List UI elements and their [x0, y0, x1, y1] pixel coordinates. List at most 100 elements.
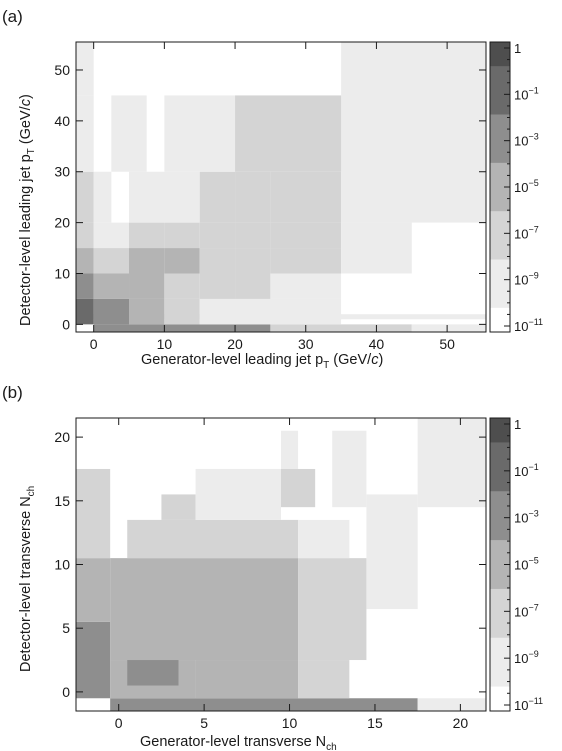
- heatmap-cell: [76, 468, 111, 559]
- heatmap-cell: [195, 660, 299, 699]
- heatmap-cell: [164, 222, 200, 249]
- heatmap-cell: [129, 171, 200, 223]
- heatmap-cell: [93, 273, 130, 299]
- panel-b-label: (b): [2, 383, 23, 402]
- colorbar-segment: [490, 418, 510, 443]
- x-tick-label: 0: [90, 336, 98, 352]
- colorbar-label: 10−9: [514, 649, 539, 666]
- colorbar-segment: [490, 307, 510, 333]
- colorbar-segment: [490, 613, 510, 639]
- panel-b-heatmap: [76, 418, 486, 711]
- heatmap-cell: [127, 609, 281, 635]
- heatmap-cell: [235, 171, 271, 223]
- panel-a-heatmap: [76, 42, 486, 332]
- colorbar-label: 10−3: [514, 509, 539, 526]
- x-tick-label: 30: [298, 336, 314, 352]
- heatmap-cell: [199, 171, 236, 223]
- panel-a: (a) 0 10 20 30 40 50 0 10 20 30 40 50 Generator-le…: [2, 7, 543, 371]
- panel-a-x-axis: 0 10 20 30 40 50: [90, 42, 455, 352]
- heatmap-cell: [76, 42, 94, 96]
- colorbar-segment: [490, 588, 510, 614]
- heatmap-cell: [341, 42, 486, 223]
- colorbar-segment: [490, 211, 510, 236]
- panel-b-x-axis: 0 5 10 15 20: [115, 418, 469, 731]
- x-tick-label: 5: [200, 715, 208, 731]
- colorbar-segment: [490, 540, 510, 565]
- heatmap-cell: [199, 248, 236, 274]
- x-tick-label: 50: [439, 336, 455, 352]
- colorbar-label: 10−5: [514, 178, 539, 195]
- y-tick-label: 5: [62, 620, 70, 636]
- panel-a-colorbar: 1 10−1 10−3 10−5 10−7 10−9 10−11: [489, 41, 543, 334]
- heatmap-cell: [281, 468, 316, 508]
- heatmap-cell: [270, 324, 412, 332]
- heatmap-cell: [332, 430, 367, 508]
- panel-a-y-axis: 0 10 20 30 40 50: [54, 62, 486, 332]
- colorbar-segment: [490, 90, 510, 115]
- heatmap-cell: [281, 430, 299, 469]
- panel-a-label: (a): [2, 7, 23, 26]
- colorbar-segment: [490, 466, 510, 492]
- heatmap-cell: [76, 95, 94, 172]
- heatmap-cell: [129, 248, 165, 274]
- heatmap-cell: [129, 273, 165, 299]
- colorbar-label: 10−5: [514, 556, 539, 573]
- heatmap-cell: [235, 298, 342, 325]
- heatmap-cell: [93, 298, 130, 325]
- heatmap-cell: [76, 558, 111, 622]
- heatmap-cell: [270, 248, 342, 274]
- y-tick-label: 20: [54, 215, 70, 231]
- colorbar-segment: [490, 515, 510, 541]
- heatmap-cell: [235, 273, 271, 299]
- y-tick-label: 0: [62, 316, 70, 332]
- colorbar-label: 1: [514, 41, 521, 56]
- heatmap-cell: [110, 558, 299, 661]
- panel-a-x-title: Generator-level leading jet pT (GeV/c): [141, 352, 383, 371]
- y-tick-label: 30: [54, 164, 70, 180]
- heatmap-cell: [161, 494, 196, 520]
- colorbar-label: 10−1: [514, 462, 539, 479]
- y-tick-label: 20: [54, 429, 70, 445]
- heatmap-cell: [164, 298, 200, 325]
- heatmap-cell: [417, 418, 486, 508]
- colorbar-segment: [490, 637, 510, 663]
- colorbar-label: 10−7: [514, 602, 539, 619]
- heatmap-cell: [411, 324, 486, 332]
- colorbar-label: 10−11: [514, 696, 543, 713]
- x-tick-label: 20: [453, 715, 469, 731]
- colorbar-segment: [490, 66, 510, 91]
- panel-a-frame: [75, 41, 487, 333]
- heatmap-cell: [129, 298, 165, 325]
- heatmap-cell: [235, 95, 342, 172]
- heatmap-cell: [341, 248, 412, 274]
- panel-b-colorbar: 1 10−1 10−3 10−5 10−7 10−9 10−11: [489, 417, 543, 713]
- panel-b: (b) 0 5 10 15 20 0 5 10 15 20 Generator-level tr…: [2, 383, 543, 751]
- y-tick-label: 40: [54, 113, 70, 129]
- heatmap-cell: [417, 698, 486, 711]
- heatmap-cell: [111, 95, 147, 172]
- x-tick-label: 10: [282, 715, 298, 731]
- colorbar-segment: [490, 162, 510, 188]
- colorbar-segment: [490, 491, 510, 517]
- colorbar-label: 1: [514, 417, 521, 432]
- heatmap-cell: [298, 519, 350, 559]
- heatmap-cell: [270, 273, 342, 299]
- heatmap-cell: [76, 298, 94, 325]
- heatmap-cell: [76, 222, 94, 249]
- heatmap-cell: [235, 222, 271, 249]
- heatmap-cell: [341, 222, 412, 249]
- heatmap-cell: [93, 171, 112, 223]
- x-tick-label: 20: [227, 336, 243, 352]
- colorbar-segment: [490, 187, 510, 212]
- panel-a-y-title: Detector-level leading jet pT (GeV/c): [18, 94, 37, 326]
- heatmap-cell: [199, 298, 236, 325]
- heatmap-cell: [195, 468, 281, 520]
- heatmap-cell: [164, 248, 200, 274]
- colorbar-label: 10−11: [514, 317, 543, 334]
- colorbar-label: 10−9: [514, 271, 539, 288]
- x-tick-label: 40: [369, 336, 385, 352]
- colorbar-label: 10−1: [514, 85, 539, 102]
- colorbar-segment: [490, 114, 510, 140]
- heatmap-cell: [164, 273, 200, 299]
